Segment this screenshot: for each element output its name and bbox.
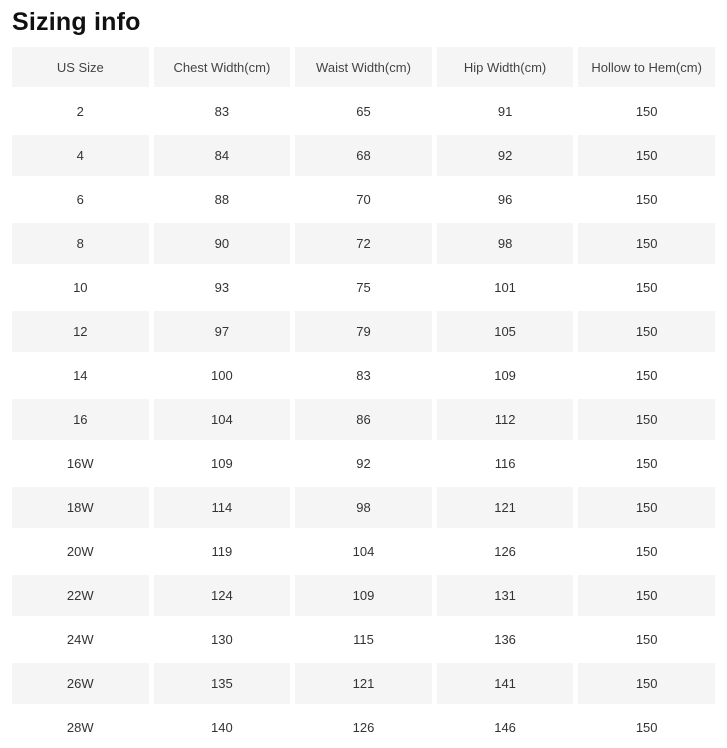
measurement-cell: 72 <box>295 223 432 264</box>
measurement-cell: 131 <box>436 575 574 616</box>
measurement-cell: 150 <box>635 280 658 295</box>
measurement-cell: 150 <box>578 575 715 616</box>
measurement-cell: 70 <box>356 192 371 207</box>
measurement-cell: 141 <box>436 663 574 704</box>
size-cell: 6 <box>76 192 84 207</box>
measurement-cell: 68 <box>295 135 432 176</box>
size-cell: 8 <box>12 223 149 264</box>
table-row: 4 84 68 92 150 <box>12 135 715 176</box>
measurement-cell: 140 <box>211 720 233 735</box>
table-row: 14 100 83 109 150 <box>12 355 715 396</box>
measurement-cell: 109 <box>295 575 432 616</box>
size-cell: 18W <box>12 487 149 528</box>
measurement-cell: 124 <box>153 575 291 616</box>
size-cell: 16 <box>12 399 149 440</box>
measurement-cell: 150 <box>635 632 658 647</box>
measurement-cell: 92 <box>356 456 371 471</box>
measurement-cell: 88 <box>214 192 230 207</box>
table-row: 28W 140 126 146 150 <box>12 707 715 748</box>
measurement-cell: 150 <box>635 544 658 559</box>
measurement-cell: 83 <box>214 104 230 119</box>
measurement-cell: 109 <box>494 368 516 383</box>
measurement-cell: 98 <box>295 487 432 528</box>
measurement-cell: 105 <box>436 311 574 352</box>
measurement-cell: 100 <box>211 368 233 383</box>
size-cell: 2 <box>76 104 84 119</box>
size-cell: 12 <box>12 311 149 352</box>
measurement-cell: 150 <box>635 368 658 383</box>
measurement-cell: 112 <box>436 399 574 440</box>
table-row: 16W 109 92 116 150 <box>12 443 715 484</box>
header-cell: Hollow to Hem(cm) <box>578 47 715 87</box>
measurement-cell: 91 <box>497 104 513 119</box>
measurement-cell: 150 <box>635 192 658 207</box>
measurement-cell: 116 <box>494 456 516 471</box>
measurement-cell: 98 <box>436 223 574 264</box>
table-row: 20W 119 104 126 150 <box>12 531 715 572</box>
measurement-cell: 114 <box>153 487 291 528</box>
size-cell: 10 <box>73 280 88 295</box>
measurement-cell: 90 <box>153 223 291 264</box>
table-row: 10 93 75 101 150 <box>12 267 715 308</box>
measurement-cell: 93 <box>214 280 230 295</box>
measurement-cell: 150 <box>578 223 715 264</box>
header-cell: Chest Width(cm) <box>153 47 291 87</box>
measurement-cell: 96 <box>497 192 513 207</box>
measurement-cell: 104 <box>352 544 375 559</box>
table-header-row: US Size Chest Width(cm) Waist Width(cm) Hip… <box>12 47 715 87</box>
header-cell: US Size <box>12 47 149 87</box>
measurement-cell: 121 <box>295 663 432 704</box>
measurement-cell: 136 <box>494 632 516 647</box>
measurement-cell: 104 <box>153 399 291 440</box>
size-cell: 16W <box>66 456 94 471</box>
sizing-table: US Size Chest Width(cm) Waist Width(cm) Hip… <box>12 47 715 748</box>
header-cell: Hip Width(cm) <box>436 47 574 87</box>
measurement-cell: 101 <box>494 280 516 295</box>
measurement-cell: 150 <box>578 663 715 704</box>
measurement-cell: 86 <box>295 399 432 440</box>
table-row: 2 83 65 91 150 <box>12 91 715 132</box>
measurement-cell: 121 <box>436 487 574 528</box>
table-row: 22W 124 109 131 150 <box>12 575 715 616</box>
size-cell: 28W <box>66 720 94 735</box>
measurement-cell: 92 <box>436 135 574 176</box>
measurement-cell: 130 <box>211 632 233 647</box>
table-row: 6 88 70 96 150 <box>12 179 715 220</box>
size-cell: 26W <box>12 663 149 704</box>
measurement-cell: 150 <box>635 720 658 735</box>
measurement-cell: 119 <box>211 544 233 559</box>
table-row: 18W 114 98 121 150 <box>12 487 715 528</box>
measurement-cell: 146 <box>494 720 516 735</box>
measurement-cell: 150 <box>635 456 658 471</box>
measurement-cell: 150 <box>578 311 715 352</box>
table-row: 12 97 79 105 150 <box>12 311 715 352</box>
measurement-cell: 126 <box>494 544 516 559</box>
size-cell: 24W <box>66 632 94 647</box>
measurement-cell: 79 <box>295 311 432 352</box>
measurement-cell: 135 <box>153 663 291 704</box>
table-row: 24W 130 115 136 150 <box>12 619 715 660</box>
table-row: 8 90 72 98 150 <box>12 223 715 264</box>
table-body: 2 83 65 91 150 4 84 68 92 150 6 88 70 96 150 8 90 72 98 150… <box>12 91 715 748</box>
measurement-cell: 75 <box>356 280 371 295</box>
table-row: 26W 135 121 141 150 <box>12 663 715 704</box>
measurement-cell: 109 <box>211 456 233 471</box>
size-cell: 20W <box>66 544 94 559</box>
measurement-cell: 150 <box>635 104 658 119</box>
measurement-cell: 115 <box>353 632 374 647</box>
measurement-cell: 150 <box>578 487 715 528</box>
measurement-cell: 150 <box>578 135 715 176</box>
measurement-cell: 65 <box>356 104 371 119</box>
measurement-cell: 84 <box>153 135 291 176</box>
size-cell: 14 <box>73 368 88 383</box>
measurement-cell: 150 <box>578 399 715 440</box>
size-cell: 22W <box>12 575 149 616</box>
page-title: Sizing info <box>12 8 141 36</box>
measurement-cell: 83 <box>356 368 371 383</box>
table-row: 16 104 86 112 150 <box>12 399 715 440</box>
measurement-cell: 97 <box>153 311 291 352</box>
header-cell: Waist Width(cm) <box>295 47 432 87</box>
measurement-cell: 126 <box>352 720 375 735</box>
size-cell: 4 <box>12 135 149 176</box>
